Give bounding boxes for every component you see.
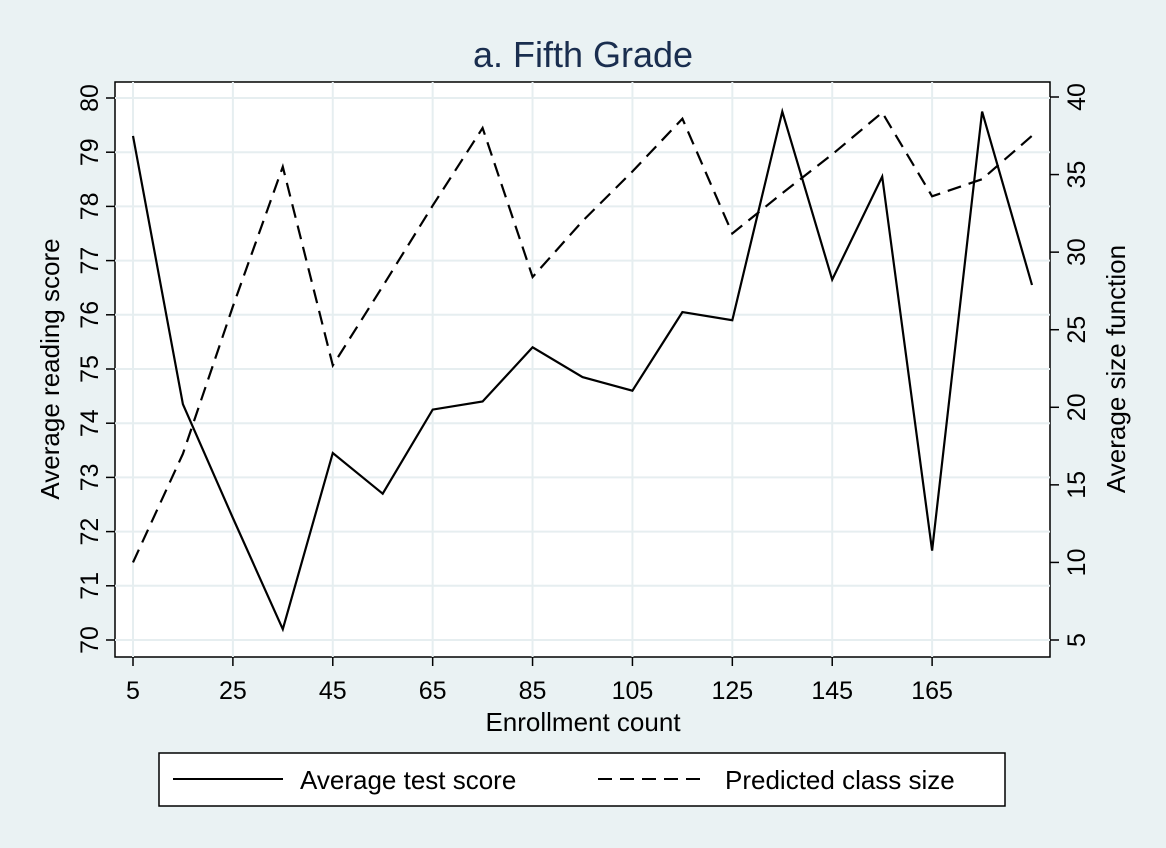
y-right-tick-label: 10 [1063, 549, 1091, 577]
x-tick-label: 5 [126, 677, 140, 705]
y-left-tick-label: 72 [76, 518, 104, 546]
x-tick-label: 85 [519, 677, 547, 705]
grid-lines [115, 82, 1050, 657]
y-right-tick-label: 25 [1063, 316, 1091, 344]
x-tick-label: 65 [419, 677, 447, 705]
axes: 5 25 45 65 85 105 125 145 1657071727374757677787… [76, 83, 1091, 705]
x-tick-label: 105 [612, 677, 654, 705]
chart-title: a. Fifth Grade [473, 34, 693, 75]
x-tick-label: 165 [911, 677, 953, 705]
series-line-average-test-score [131, 107, 1034, 633]
x-axis-label: Enrollment count [485, 707, 681, 737]
y-left-tick-label: 78 [76, 192, 104, 220]
y-left-tick-label: 73 [76, 463, 104, 491]
x-tick-label: 145 [811, 677, 853, 705]
y-left-tick-label: 77 [76, 247, 104, 275]
legend: Average test score Predicted class size [158, 752, 1006, 807]
y-right-tick-label: 35 [1063, 161, 1091, 189]
y-right-tick-label: 40 [1063, 83, 1091, 111]
legend-label-average-test-score: Average test score [300, 765, 516, 795]
y-left-tick-label: 70 [76, 626, 104, 654]
series-line-predicted-class-size [132, 110, 1033, 563]
y-left-axis-label: Average reading score [35, 238, 65, 499]
series-lines [131, 107, 1034, 633]
y-left-tick-label: 80 [76, 84, 104, 112]
y-left-tick-label: 74 [76, 409, 104, 437]
y-left-tick-label: 76 [76, 301, 104, 329]
x-tick-label: 25 [219, 677, 247, 705]
y-right-tick-label: 15 [1063, 471, 1091, 499]
x-tick-label: 125 [711, 677, 753, 705]
legend-label-predicted-class-size: Predicted class size [725, 765, 955, 795]
y-right-tick-label: 5 [1063, 633, 1091, 647]
y-right-tick-label: 30 [1063, 238, 1091, 266]
y-left-tick-label: 71 [76, 572, 104, 600]
y-left-tick-label: 79 [76, 138, 104, 166]
y-left-tick-label: 75 [76, 355, 104, 383]
legend-box [158, 752, 1006, 807]
y-right-tick-label: 20 [1063, 393, 1091, 421]
y-right-axis-label: Average size function [1101, 245, 1131, 493]
x-tick-label: 45 [319, 677, 347, 705]
